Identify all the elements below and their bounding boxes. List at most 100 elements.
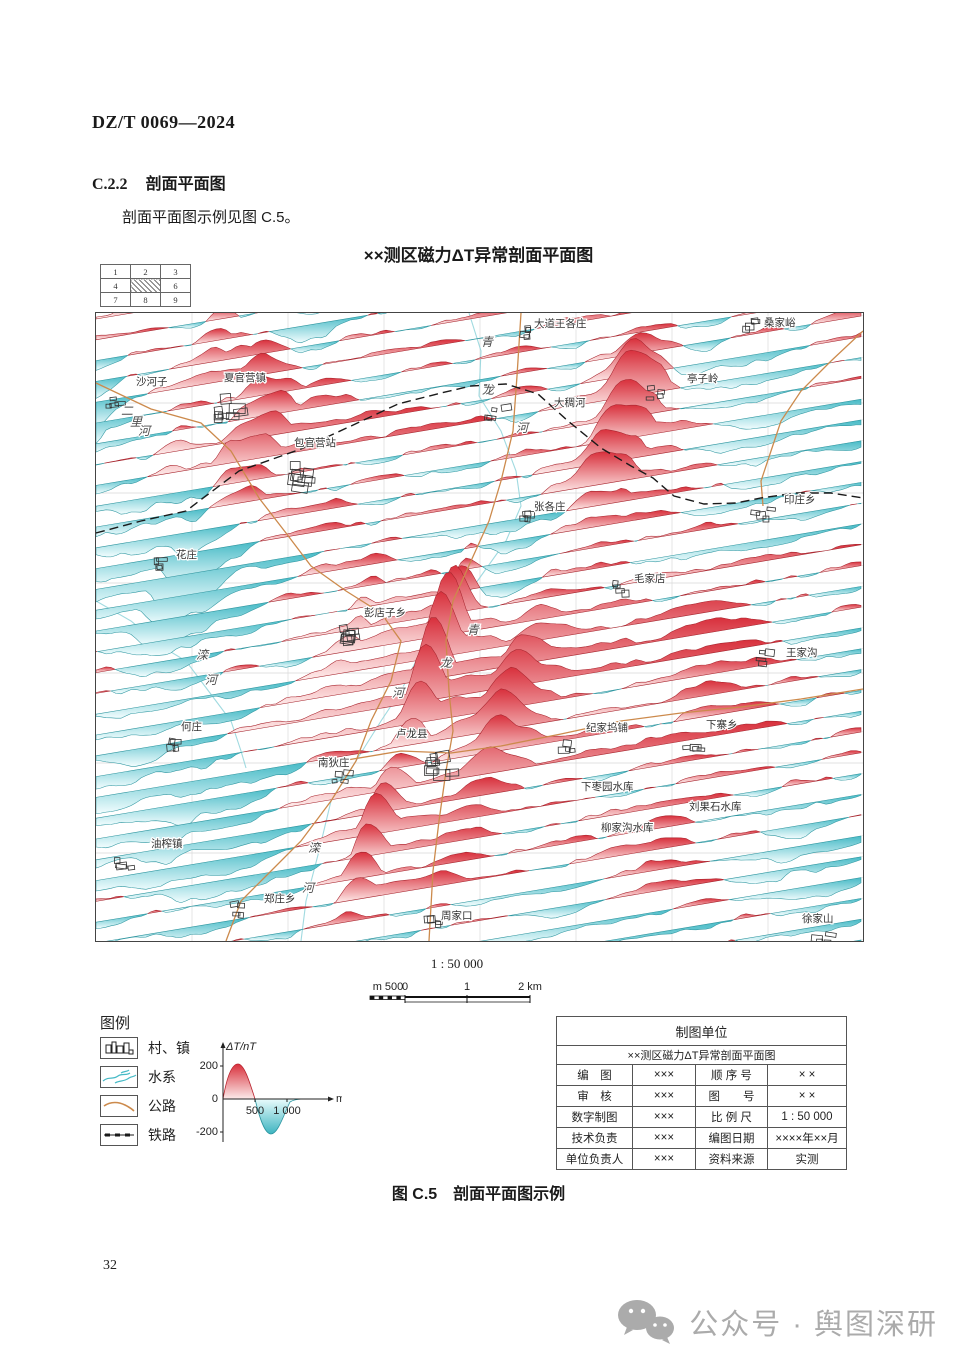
legend-item-water: 水系 bbox=[100, 1065, 190, 1089]
place-label: 纪家坞铺 bbox=[586, 721, 628, 734]
figure-number: 图 C.5 bbox=[391, 1186, 438, 1203]
place-label: 刘果石水库 bbox=[689, 800, 742, 813]
doc-number: DZ/T 0069—2024 bbox=[92, 112, 236, 132]
index-cell: 2 bbox=[130, 264, 161, 279]
place-label: 下寨乡 bbox=[706, 718, 738, 731]
table-cell: 技术负责 bbox=[556, 1127, 633, 1149]
table-cell: × × bbox=[766, 1064, 848, 1086]
river-label: 滦 bbox=[196, 648, 210, 662]
river-label: 青 bbox=[481, 335, 494, 349]
scale-ratio: 1 : 50 000 bbox=[430, 956, 484, 971]
index-cell: 9 bbox=[160, 292, 191, 307]
river-label: 里 bbox=[130, 415, 143, 429]
river-label: 河 bbox=[392, 686, 406, 700]
legend: 村、镇 水系 公路 bbox=[100, 1036, 190, 1147]
table-cell: 实测 bbox=[766, 1148, 848, 1170]
place-label: 张各庄 bbox=[534, 500, 566, 513]
road-icon bbox=[100, 1095, 138, 1117]
index-cell: 1 bbox=[100, 264, 131, 279]
index-cell: 3 bbox=[160, 264, 191, 279]
scale-zero-label: 0 bbox=[402, 981, 408, 993]
legend-label-water: 水系 bbox=[148, 1069, 176, 1085]
index-cell: 8 bbox=[130, 292, 161, 307]
table-cell: 单位负责人 bbox=[556, 1148, 633, 1170]
place-label: 郑庄乡 bbox=[264, 892, 296, 905]
place-label: 包官营站 bbox=[294, 436, 336, 449]
table-cell: 图 号 bbox=[695, 1085, 768, 1107]
figure-caption: 图 C.5 剖面平面图示例 bbox=[95, 1180, 862, 1204]
place-label: 夏官营镇 bbox=[224, 371, 266, 384]
index-cell-hatched bbox=[130, 278, 161, 293]
graph-ytick-200: 200 bbox=[200, 1060, 218, 1072]
place-label: 桑家峪 bbox=[764, 316, 796, 329]
graph-xtick-500: 500 bbox=[246, 1105, 264, 1117]
scale-left-label: m 500 bbox=[373, 981, 404, 993]
place-label: 下枣园水库 bbox=[581, 780, 634, 793]
table-cell: 1 : 50 000 bbox=[766, 1106, 848, 1128]
place-label: 印庄乡 bbox=[784, 493, 816, 506]
place-label: 徐家山 bbox=[802, 912, 834, 925]
place-label: 油榨镇 bbox=[151, 837, 183, 850]
legend-item-town: 村、镇 bbox=[100, 1036, 190, 1060]
table-cell: 比 例 尺 bbox=[695, 1106, 768, 1128]
place-label: 柳家沟水库 bbox=[601, 821, 654, 834]
table-cell: 编 图 bbox=[556, 1064, 633, 1086]
index-cell: 6 bbox=[160, 278, 191, 293]
place-label: 大稠河 bbox=[554, 396, 586, 409]
scale-bar-line bbox=[369, 995, 531, 1003]
table-cell: ××× bbox=[632, 1106, 696, 1128]
table-cell: ××× bbox=[632, 1064, 696, 1086]
wechat-icon bbox=[618, 1300, 675, 1344]
table-cell: ××× bbox=[632, 1127, 696, 1149]
river-label: 青 bbox=[467, 623, 480, 637]
place-label: 王家沟 bbox=[786, 646, 818, 659]
map-title: ××测区磁力ΔT异常剖面平面图 bbox=[363, 246, 594, 265]
watermark-text: 公众号 · 舆图深研 bbox=[689, 1309, 938, 1341]
railway-icon bbox=[100, 1124, 138, 1146]
river-label: 河 bbox=[302, 881, 316, 895]
figure-caption-text: 剖面平面图示例 bbox=[453, 1186, 566, 1203]
legend-label-railway: 铁路 bbox=[148, 1127, 176, 1143]
river-label: 二 bbox=[121, 404, 134, 418]
index-cell: 7 bbox=[100, 292, 131, 307]
river-label: 河 bbox=[516, 421, 530, 435]
table-cell: ××××年××月 bbox=[766, 1127, 848, 1149]
water-icon bbox=[100, 1066, 138, 1088]
table-title: 制图单位 bbox=[555, 1016, 848, 1046]
table-cell: 顺 序 号 bbox=[695, 1064, 768, 1086]
river-label: 河 bbox=[205, 673, 219, 687]
scale-right-label: 2 km bbox=[518, 981, 542, 993]
graph-xtick-1000: 1 000 bbox=[273, 1105, 301, 1117]
river-label: 河 bbox=[138, 424, 152, 438]
table-subtitle: ××测区磁力ΔT异常剖面平面图 bbox=[555, 1045, 848, 1065]
place-label: 周家口 bbox=[441, 909, 473, 922]
place-label: 大道王各庄 bbox=[534, 317, 587, 330]
legend-title: 图例 bbox=[100, 1015, 131, 1032]
table-cell: × × bbox=[766, 1085, 848, 1107]
section-title: 剖面平面图 bbox=[145, 176, 226, 193]
watermark: 公众号 · 舆图深研 bbox=[615, 1298, 938, 1346]
graph-ytick-0: 0 bbox=[212, 1093, 218, 1105]
graph-ylabel: ΔT/nT bbox=[225, 1041, 257, 1053]
scale-bar: m 500 0 1 2 km bbox=[360, 978, 556, 1015]
legend-item-road: 公路 bbox=[100, 1094, 190, 1118]
place-label: 毛家店 bbox=[634, 572, 666, 585]
index-cell: 4 bbox=[100, 278, 131, 293]
table-cell: 资料来源 bbox=[695, 1148, 768, 1170]
river-label: 龙 bbox=[440, 656, 454, 670]
graph-ytick-neg200: -200 bbox=[196, 1126, 218, 1138]
table-cell: 数字制图 bbox=[556, 1106, 633, 1128]
map-index-grid: 1 2 3 4 6 7 8 9 bbox=[100, 264, 191, 307]
section-number: C.2.2 bbox=[92, 176, 128, 193]
anomaly-scale-graph: ΔT/nT 200 0 -200 500 1 000 m bbox=[190, 1038, 345, 1153]
legend-label-road: 公路 bbox=[148, 1098, 176, 1114]
place-label: 亭子岭 bbox=[687, 372, 719, 385]
positive-anomaly-sample bbox=[222, 1063, 256, 1100]
graph-xunit: m bbox=[336, 1093, 342, 1105]
place-label: 花庄 bbox=[176, 548, 197, 561]
river-label: 龙 bbox=[482, 383, 496, 397]
table-cell: 编图日期 bbox=[695, 1127, 768, 1149]
town-icon bbox=[100, 1037, 138, 1059]
